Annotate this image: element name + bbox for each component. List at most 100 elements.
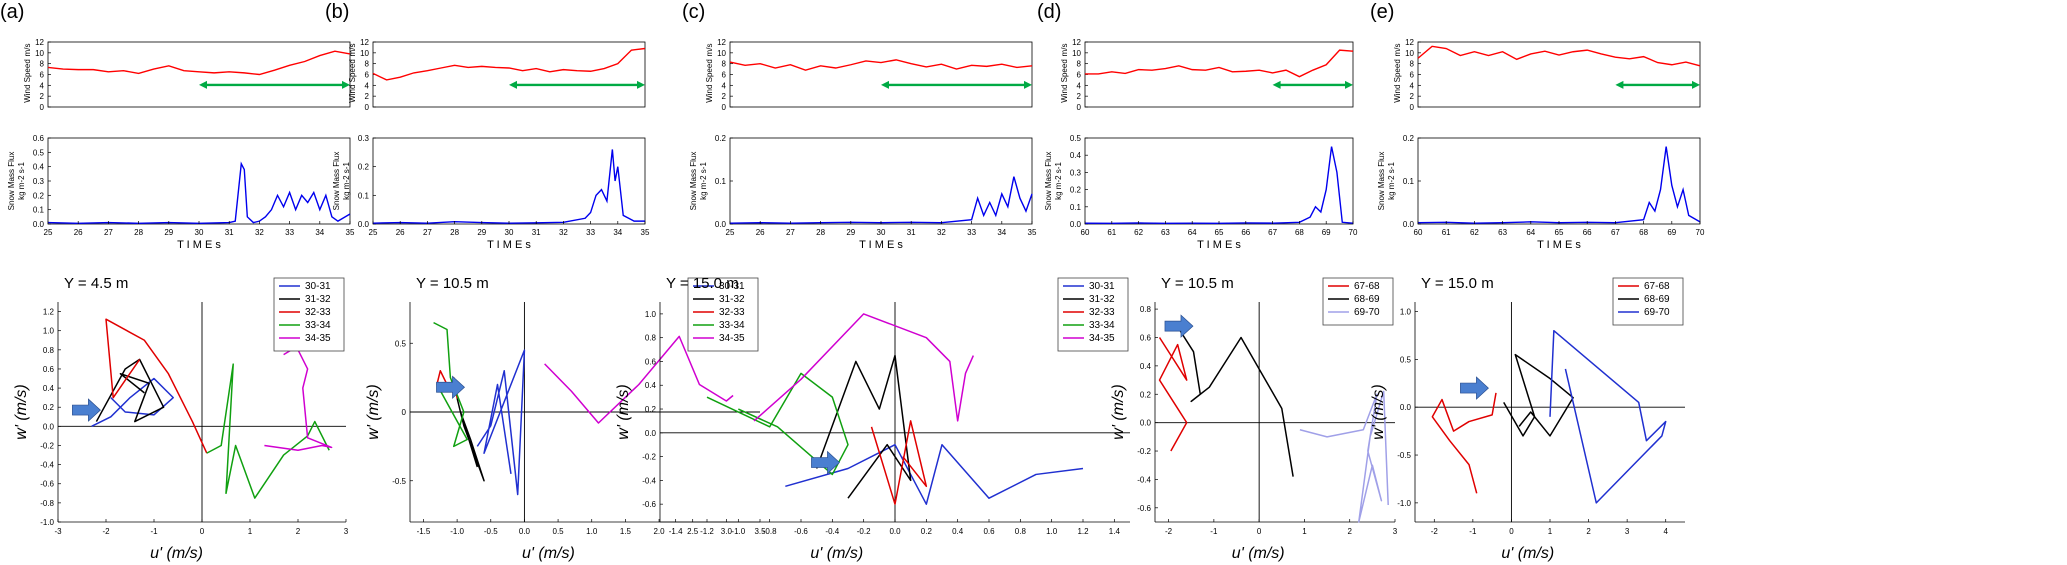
flux-ytick-label: 0.3 (358, 134, 370, 143)
legend-box (273, 277, 345, 352)
flux-ylabel: Snow Mass Flux (7, 152, 16, 211)
wind-frame (729, 41, 1033, 108)
arrowhead-left (1615, 80, 1624, 89)
series-67-68 (1431, 392, 1497, 494)
hodograph-xtick-label: -3 (54, 527, 62, 536)
hodograph-xtick-label: 0.6 (983, 527, 995, 536)
hodograph-xtick-label: -1 (1469, 527, 1477, 536)
legend-label: 67-68 (1644, 281, 1670, 292)
wind-ytick-label: 0 (722, 103, 727, 112)
legend-label: 31-32 (1089, 294, 1115, 305)
flux-ytick-label: 0.6 (33, 134, 45, 143)
hodograph-xtick-label: 3.0 (721, 527, 733, 536)
time-xtick-label: 26 (396, 228, 405, 237)
hodograph-xtick-label: 3 (344, 527, 349, 536)
time-xlabel: T I M E s (487, 239, 531, 251)
wind-ytick-label: 12 (1072, 38, 1081, 47)
time-xtick-label: 25 (44, 228, 53, 237)
blue-marker-arrow (811, 450, 840, 475)
time-xtick-label: 29 (164, 228, 173, 237)
wind-ylabel: Wind Speed (705, 59, 714, 103)
time-xlabel: T I M E s (177, 239, 221, 251)
hodograph-title: Y = 10.5 m (416, 275, 489, 292)
time-xtick-label: 61 (1442, 228, 1451, 237)
time-xtick-label: 31 (532, 228, 541, 237)
flux-ylabel: Snow Mass Flux (689, 152, 698, 211)
wind-ytick-label: 6 (1410, 71, 1415, 80)
time-xtick-label: 62 (1470, 228, 1479, 237)
hodograph-xtick-label: 0 (200, 527, 205, 536)
wind-ytick-label: 8 (1410, 60, 1415, 69)
flux-ytick-label: 0.1 (715, 177, 727, 186)
wind-ylabel: Wind Speed (348, 59, 357, 103)
flux-ytick-label: 0.1 (358, 191, 370, 200)
flux-ytick-label: 0.3 (33, 177, 45, 186)
legend-label: 67-68 (1354, 281, 1380, 292)
wind-ytick-label: 4 (722, 81, 727, 90)
flux-ytick-label: 0.2 (1070, 186, 1082, 195)
wind-speed-line (372, 47, 646, 81)
hodograph-xtick-label: 4 (1663, 527, 1668, 536)
hodograph-ytick-label: -0.4 (1137, 475, 1151, 484)
hodograph-xlabel: u' (m/s) (522, 545, 575, 562)
series-68-69 (1179, 329, 1294, 477)
blue-marker-arrow (72, 398, 101, 422)
time-xtick-label: 32 (937, 228, 946, 237)
hodograph-xtick-label: 1 (1548, 527, 1553, 536)
legend-label: 31-32 (305, 294, 331, 305)
hodograph-xtick-label: -1.0 (731, 527, 745, 536)
time-xtick-label: 34 (315, 228, 324, 237)
time-xtick-label: 27 (786, 228, 795, 237)
hodograph-xtick-label: -2 (102, 527, 110, 536)
series-33-34 (206, 363, 330, 499)
hodograph-xtick-label: 0.4 (952, 527, 964, 536)
hodograph-ytick-label: 0.0 (43, 422, 55, 431)
legend-label: 30-31 (1089, 281, 1115, 292)
hodograph-ytick-label: 0.0 (1400, 403, 1412, 412)
arrowhead-right (1692, 80, 1700, 89)
panel-label: (b) (325, 1, 349, 23)
hodograph-ytick-label: -1.0 (40, 518, 54, 527)
wind-frame (372, 41, 646, 108)
hodograph-ytick-label: 0.0 (1140, 419, 1152, 428)
hodograph-xtick-label: 1 (248, 527, 253, 536)
flux-ytick-label: 0.4 (1070, 151, 1082, 160)
legend-label: 34-35 (1089, 333, 1115, 344)
series-31-32 (815, 354, 912, 499)
time-xtick-label: 64 (1526, 228, 1535, 237)
time-xtick-label: 34 (997, 228, 1006, 237)
hodograph-xtick-label: -2 (1431, 527, 1439, 536)
time-xtick-label: 28 (450, 228, 459, 237)
hodograph-xtick-label: -1 (1210, 527, 1218, 536)
hodograph-xtick-label: 2 (296, 527, 301, 536)
time-xtick-label: 34 (613, 228, 622, 237)
panel-label: (a) (0, 1, 24, 23)
wind-ytick-label: 4 (1077, 81, 1082, 90)
time-xtick-label: 63 (1161, 228, 1170, 237)
flux-ytick-label: 0.3 (1070, 168, 1082, 177)
wind-unit: m/s (348, 44, 357, 57)
legend-label: 30-31 (719, 281, 745, 292)
flux-ytick-label: 0.4 (33, 163, 45, 172)
hodograph-ytick-label: 0.6 (43, 365, 55, 374)
time-xtick-label: 33 (967, 228, 976, 237)
series-68-69 (1503, 353, 1574, 437)
wind-ytick-label: 0 (1410, 103, 1415, 112)
wind-ytick-label: 12 (360, 38, 369, 47)
flux-ylabel: Snow Mass Flux (332, 152, 341, 211)
hodograph-ylabel: w' (m/s) (1110, 384, 1127, 439)
legend-label: 32-33 (305, 307, 331, 318)
hodograph-xtick-label: 0.0 (519, 527, 531, 536)
flux-ytick-label: 0.0 (33, 220, 45, 229)
series-30-31 (476, 349, 526, 496)
hodograph-ytick-label: -0.5 (392, 477, 406, 486)
flux-line (729, 176, 1033, 224)
wind-ylabel: Wind Speed (23, 59, 32, 103)
wind-ytick-label: 6 (40, 71, 45, 80)
wind-frame (1084, 41, 1354, 108)
time-xtick-label: 26 (74, 228, 83, 237)
